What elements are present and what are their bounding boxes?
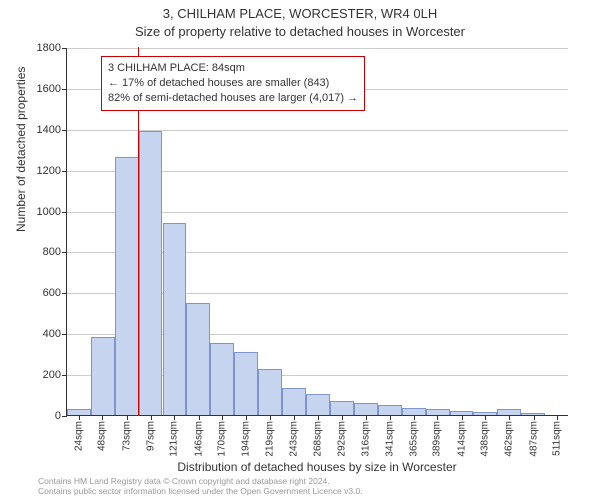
annotation-line: 82% of semi-detached houses are larger (…: [108, 91, 358, 106]
page-subtitle: Size of property relative to detached ho…: [0, 24, 600, 39]
y-tick-label: 1400: [37, 124, 61, 136]
y-tick-mark: [62, 212, 67, 213]
x-tick-mark: [102, 415, 103, 420]
x-tick-mark: [199, 415, 200, 420]
x-tick-mark: [342, 415, 343, 420]
y-tick-mark: [62, 171, 67, 172]
y-tick-mark: [62, 334, 67, 335]
x-tick-label: 414sqm: [456, 421, 467, 457]
footer-line-2: Contains public sector information licen…: [38, 486, 363, 496]
x-tick-label: 97sqm: [145, 421, 156, 451]
x-tick-mark: [294, 415, 295, 420]
x-tick-label: 462sqm: [504, 421, 515, 457]
annotation-line: ← 17% of detached houses are smaller (84…: [108, 76, 358, 91]
histogram-plot: 02004006008001000120014001600180024sqm48…: [66, 48, 568, 416]
x-tick-label: 194sqm: [240, 421, 251, 457]
footer-line-1: Contains HM Land Registry data © Crown c…: [38, 476, 363, 486]
x-tick-mark: [270, 415, 271, 420]
x-tick-mark: [414, 415, 415, 420]
y-tick-label: 200: [43, 369, 61, 381]
x-tick-label: 511sqm: [552, 421, 563, 456]
x-tick-mark: [246, 415, 247, 420]
histogram-bar: [330, 401, 354, 415]
x-tick-mark: [318, 415, 319, 420]
x-tick-mark: [79, 415, 80, 420]
y-tick-mark: [62, 48, 67, 49]
footer-attribution: Contains HM Land Registry data © Crown c…: [38, 476, 363, 496]
page-title: 3, CHILHAM PLACE, WORCESTER, WR4 0LH: [0, 6, 600, 21]
x-tick-label: 389sqm: [432, 421, 443, 457]
histogram-bar: [306, 394, 330, 415]
y-tick-label: 0: [55, 410, 61, 422]
y-tick-mark: [62, 252, 67, 253]
x-axis-label: Distribution of detached houses by size …: [66, 460, 568, 474]
x-tick-label: 24sqm: [73, 421, 84, 451]
x-tick-label: 487sqm: [528, 421, 539, 457]
x-tick-label: 341sqm: [385, 421, 396, 457]
x-tick-mark: [509, 415, 510, 420]
x-tick-mark: [534, 415, 535, 420]
y-tick-label: 1000: [37, 206, 61, 218]
x-tick-mark: [366, 415, 367, 420]
x-tick-mark: [437, 415, 438, 420]
histogram-bar: [163, 223, 187, 415]
x-tick-label: 146sqm: [193, 421, 204, 457]
y-axis-label: Number of detached properties: [14, 67, 28, 232]
x-tick-label: 73sqm: [121, 421, 132, 451]
y-tick-mark: [62, 375, 67, 376]
histogram-bar: [282, 388, 306, 415]
y-tick-mark: [62, 89, 67, 90]
histogram-bar: [258, 369, 282, 415]
y-tick-label: 800: [43, 246, 61, 258]
annotation-line: 3 CHILHAM PLACE: 84sqm: [108, 61, 358, 76]
histogram-bar: [402, 408, 426, 415]
x-tick-label: 292sqm: [337, 421, 348, 457]
y-tick-label: 400: [43, 328, 61, 340]
y-tick-label: 1800: [37, 42, 61, 54]
x-tick-label: 121sqm: [169, 421, 180, 457]
annotation-box: 3 CHILHAM PLACE: 84sqm← 17% of detached …: [101, 56, 365, 111]
histogram-bar: [354, 403, 378, 415]
x-tick-mark: [174, 415, 175, 420]
x-tick-label: 438sqm: [480, 421, 491, 457]
x-tick-label: 243sqm: [288, 421, 299, 457]
y-tick-mark: [62, 416, 67, 417]
y-tick-mark: [62, 293, 67, 294]
x-tick-mark: [390, 415, 391, 420]
histogram-bar: [234, 352, 258, 415]
histogram-bar: [91, 337, 115, 415]
x-tick-mark: [151, 415, 152, 420]
x-tick-mark: [462, 415, 463, 420]
histogram-bar: [139, 131, 163, 415]
y-tick-label: 600: [43, 287, 61, 299]
x-tick-mark: [557, 415, 558, 420]
x-tick-label: 48sqm: [97, 421, 108, 451]
y-tick-mark: [62, 130, 67, 131]
x-tick-label: 268sqm: [313, 421, 324, 457]
histogram-bar: [186, 303, 210, 415]
gridline: [67, 48, 568, 49]
x-tick-label: 170sqm: [217, 421, 228, 457]
x-tick-mark: [222, 415, 223, 420]
histogram-bar: [210, 343, 234, 415]
x-tick-label: 219sqm: [265, 421, 276, 457]
x-tick-mark: [127, 415, 128, 420]
y-tick-label: 1600: [37, 83, 61, 95]
y-tick-label: 1200: [37, 165, 61, 177]
histogram-bar: [378, 405, 402, 415]
x-tick-label: 316sqm: [360, 421, 371, 457]
x-tick-mark: [485, 415, 486, 420]
x-tick-label: 365sqm: [408, 421, 419, 457]
histogram-bar: [115, 157, 139, 415]
